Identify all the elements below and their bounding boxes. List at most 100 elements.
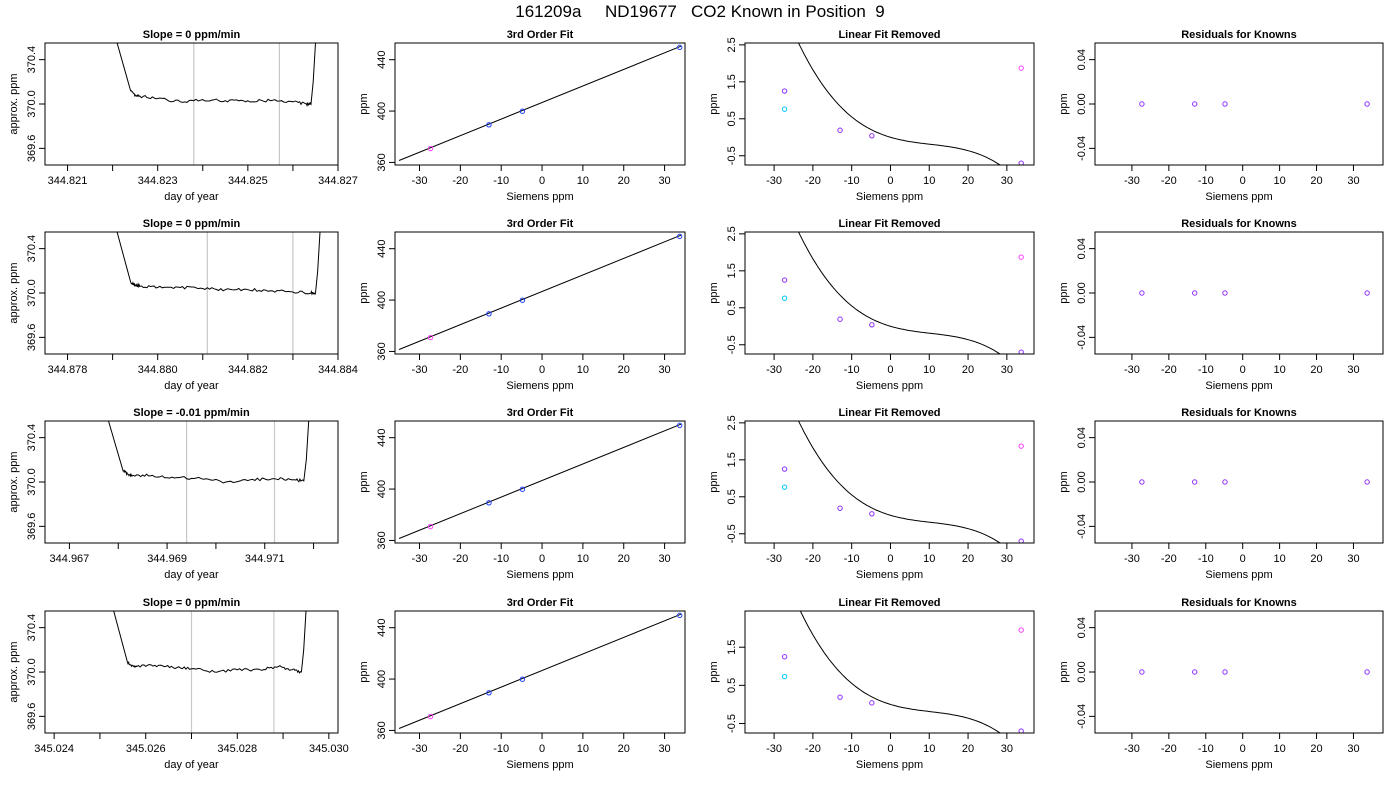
y-tick-label: 440 [376,51,388,69]
panel-title: Linear Fit Removed [838,218,940,230]
data-point [869,133,875,139]
y-tick-label: 0.04 [1076,238,1088,259]
data-point [869,511,875,517]
x-tick-label: -20 [452,364,468,376]
x-tick-label: 30 [658,175,670,187]
data-point [781,88,788,94]
panel-trace-row-1: Slope = 0 ppm/min 344.821 344.823 344.825 34… [8,29,358,203]
fit-line [398,45,682,161]
x-tick-label: 20 [1310,553,1322,565]
y-tick-label: 369.6 [26,324,38,352]
y-tick-label: 400 [376,480,388,498]
x-axis-label: Siemens ppm [506,380,573,392]
y-tick-label: 0.5 [726,111,738,126]
panel-resid-row-3: Residuals for Knowns -30 -20 -10 0 10 20 30 -0.0… [1058,407,1384,581]
panel-fit-row-3: 3rd Order Fit -30 -20 -10 0 10 20 30 360 400 440 Si… [358,407,686,581]
ppm-trace-line [113,611,307,674]
data-point [837,694,843,700]
x-tick-label: 10 [577,743,589,755]
panel-linear-row-1: Linear Fit Removed -30 -20 -10 0 10 20 30 -0.5 0.… [708,29,1035,203]
plot-area [781,232,1024,354]
data-point [1018,349,1024,354]
x-tick-label: -30 [1124,175,1140,187]
data-point [519,297,526,303]
x-tick-label: 30 [658,553,670,565]
plot-frame [1094,420,1384,544]
x-axis-label: Siemens ppm [506,759,573,771]
x-tick-label: -10 [1198,175,1214,187]
panel-resid-row-1: Residuals for Knowns -30 -20 -10 0 10 20 30 -0.0… [1058,29,1384,203]
y-axis-label: ppm [708,471,720,492]
panel-fit-row-1: 3rd Order Fit -30 -20 -10 0 10 20 30 360 400 440 Si… [358,29,686,203]
plot-area [781,421,1024,543]
panel-trace-row-3: Slope = -0.01 ppm/min 344.967 344.969 344.9… [8,407,339,581]
y-axis-label: ppm [1058,282,1070,303]
y-axis-label: ppm [358,282,370,303]
plot-area [1139,290,1370,296]
x-tick-label: 30 [1347,743,1359,755]
panel-linear-row-2: Linear Fit Removed -30 -20 -10 0 10 20 30 -0.5 0.… [708,218,1035,392]
x-tick-label: -20 [452,175,468,187]
x-tick-label: 10 [1273,743,1285,755]
y-axis-label: ppm [1058,661,1070,682]
y-tick-label: 2.5 [726,37,738,52]
x-tick-label: -10 [493,743,509,755]
x-tick-label: 345.024 [34,743,74,755]
plot-frame [44,231,339,355]
data-point [486,122,492,128]
panel-title: Residuals for Knowns [1181,407,1297,419]
y-axis-label: ppm [358,661,370,682]
x-axis-label: day of year [164,380,219,392]
y-tick-label: 0.00 [1076,282,1088,303]
panel-title: Linear Fit Removed [838,597,940,609]
panel-title: Slope = 0 ppm/min [143,218,241,230]
data-point [676,44,683,51]
y-axis-label: approx. ppm [8,262,20,323]
y-axis-label: approx. ppm [8,641,20,702]
y-axis-label: ppm [358,471,370,492]
y-tick-label: 370.4 [26,235,38,263]
y-tick-label: 1.5 [726,452,738,467]
panel-title: Slope = 0 ppm/min [143,597,241,609]
y-tick-label: 370.4 [26,614,38,642]
plot-frame [1094,42,1384,166]
x-tick-label: -30 [1124,743,1140,755]
x-tick-label: 0 [1240,175,1246,187]
data-point [781,106,788,112]
data-point [676,233,683,240]
x-tick-label: 10 [923,553,935,565]
plot-area [398,44,683,161]
x-tick-label: -20 [805,743,821,755]
fit-line [398,423,682,539]
y-tick-label: -0.04 [1076,136,1088,161]
plot-frame [44,42,339,166]
x-tick-label: 10 [923,175,935,187]
data-point [1191,479,1198,485]
plot-area [781,611,1024,733]
y-tick-label: 360 [376,721,388,739]
y-tick-label: 440 [376,240,388,258]
panel-title: Residuals for Knowns [1181,218,1297,230]
data-point [519,676,526,682]
y-tick-label: 370.4 [26,424,38,452]
cubic-fit-curve [799,611,1001,733]
y-axis-label: ppm [708,661,720,682]
x-axis-label: Siemens ppm [1205,380,1272,392]
y-axis-label: approx. ppm [8,451,20,512]
x-axis-label: Siemens ppm [1205,569,1272,581]
panel-fit-row-2: 3rd Order Fit -30 -20 -10 0 10 20 30 360 400 440 Si… [358,218,686,392]
data-point [781,654,788,660]
x-tick-label: 30 [1347,364,1359,376]
y-tick-label: 0.5 [726,489,738,504]
x-tick-label: -30 [412,553,428,565]
x-tick-label: 30 [1001,743,1013,755]
x-tick-label: 0 [539,175,545,187]
x-tick-label: -20 [1161,175,1177,187]
x-tick-label: -10 [844,175,860,187]
plot-frame [744,231,1035,355]
data-point [781,484,788,490]
cubic-fit-curve [797,43,1001,165]
panel-title: Residuals for Knowns [1181,29,1297,41]
data-point [519,486,526,492]
